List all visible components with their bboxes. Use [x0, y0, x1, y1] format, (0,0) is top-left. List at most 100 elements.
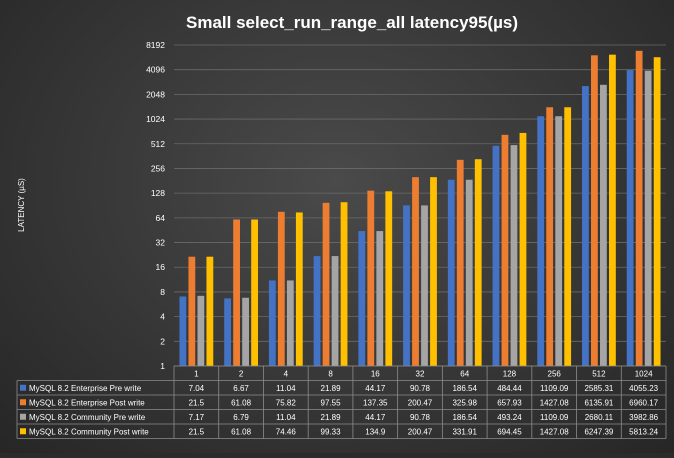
- bar: [385, 191, 393, 366]
- y-axis-label: LATENCY (µS): [17, 178, 26, 232]
- data-label: 97.55: [321, 399, 342, 408]
- data-label: 6.67: [233, 384, 249, 393]
- bar: [600, 84, 607, 366]
- data-label: 200.47: [408, 399, 433, 408]
- bar: [251, 219, 258, 366]
- legend-label: MySQL 8.2 Community Post write: [29, 428, 149, 437]
- bar: [609, 54, 616, 367]
- data-label: 74.46: [276, 428, 297, 437]
- legend-swatch: [20, 413, 26, 420]
- x-tick-label: 32: [416, 370, 425, 379]
- data-label: 44.17: [365, 384, 386, 393]
- bar: [313, 256, 321, 366]
- bar: [474, 159, 482, 366]
- data-label: 90.78: [410, 413, 431, 422]
- data-label: 484.44: [497, 384, 522, 393]
- data-label: 3982.86: [629, 413, 658, 422]
- x-tick-label: 512: [592, 370, 606, 379]
- data-label: 1427.08: [540, 399, 569, 408]
- data-label: 331.91: [452, 428, 477, 437]
- bar: [188, 256, 196, 366]
- data-label: 493.24: [497, 413, 522, 422]
- data-label: 6247.39: [584, 428, 613, 437]
- bar: [644, 70, 652, 366]
- chart-title: Small select_run_range_all latency95(µs): [186, 13, 518, 32]
- bar: [447, 179, 455, 366]
- data-label: 44.17: [365, 413, 386, 422]
- data-label: 186.54: [452, 384, 477, 393]
- bars: [179, 50, 661, 367]
- bar: [206, 256, 214, 366]
- bar: [242, 297, 249, 366]
- x-tick-label: 16: [371, 370, 380, 379]
- y-tick-label: 128: [151, 188, 165, 198]
- y-tick-label: 2048: [146, 89, 165, 99]
- bar: [331, 256, 339, 366]
- y-tick-label: 1: [160, 361, 165, 371]
- bar: [519, 132, 527, 366]
- data-label: 1109.09: [540, 413, 569, 422]
- bar: [179, 296, 187, 366]
- legend-label: MySQL 8.2 Enterprise Post write: [29, 399, 145, 408]
- data-label: 1427.08: [540, 428, 569, 437]
- data-label: 7.17: [189, 413, 205, 422]
- data-label: 6135.91: [584, 399, 613, 408]
- bar: [340, 202, 348, 366]
- data-label: 7.04: [189, 384, 205, 393]
- bar: [412, 177, 419, 366]
- bar: [421, 205, 428, 366]
- data-label: 61.08: [231, 428, 252, 437]
- bar: [358, 231, 366, 366]
- bar: [233, 219, 240, 366]
- y-tick-label: 32: [156, 238, 166, 248]
- bar: [635, 50, 643, 366]
- y-tick-label: 1024: [146, 114, 165, 124]
- data-table: 1 2 4 8 16 32 64 128 256 512 1024 MySQL 8.2 Enterpr…: [16, 365, 667, 439]
- y-tick-label: 16: [156, 262, 166, 272]
- data-label: 1109.09: [540, 384, 569, 393]
- bar: [501, 134, 509, 366]
- legend-swatch: [20, 399, 26, 406]
- data-label: 657.93: [497, 399, 522, 408]
- bar: [465, 179, 473, 366]
- y-tick-label: 8192: [146, 40, 165, 50]
- data-label: 11.04: [276, 384, 296, 393]
- data-label: 75.82: [276, 399, 297, 408]
- bar: [376, 231, 384, 366]
- bar: [403, 205, 410, 366]
- y-tick-label: 64: [156, 213, 166, 223]
- x-tick-label: 64: [460, 370, 469, 379]
- x-tick-label: 8: [328, 370, 333, 379]
- bar: [537, 116, 545, 366]
- x-tick-label: 128: [503, 370, 517, 379]
- x-tick-label: 2: [239, 370, 244, 379]
- data-label: 2585.31: [584, 384, 613, 393]
- bar: [626, 70, 634, 366]
- x-tick-label: 1024: [635, 370, 653, 379]
- bar: [582, 86, 589, 367]
- x-tick-label: 4: [284, 370, 289, 379]
- data-label: 186.54: [452, 413, 477, 422]
- legend-swatch: [20, 384, 26, 391]
- data-label: 200.47: [408, 428, 433, 437]
- bar: [591, 55, 598, 367]
- data-label: 6.79: [233, 413, 249, 422]
- bar: [492, 145, 500, 366]
- bar: [322, 202, 330, 366]
- bar: [555, 116, 563, 366]
- bar: [224, 298, 231, 366]
- bar: [653, 57, 661, 366]
- y-tick-label: 4: [160, 312, 165, 322]
- data-label: 6960.17: [629, 399, 658, 408]
- bar: [546, 107, 554, 367]
- data-label: 21.5: [189, 428, 205, 437]
- data-label: 5813.24: [629, 428, 658, 437]
- legend-label: MySQL 8.2 Community Pre write: [29, 413, 146, 422]
- data-label: 99.33: [321, 428, 342, 437]
- data-label: 2680.11: [585, 413, 614, 422]
- bar: [510, 145, 518, 366]
- data-label: 61.08: [231, 399, 252, 408]
- y-tick-label: 4096: [146, 65, 165, 75]
- bar: [197, 295, 205, 366]
- data-label: 137.35: [363, 399, 388, 408]
